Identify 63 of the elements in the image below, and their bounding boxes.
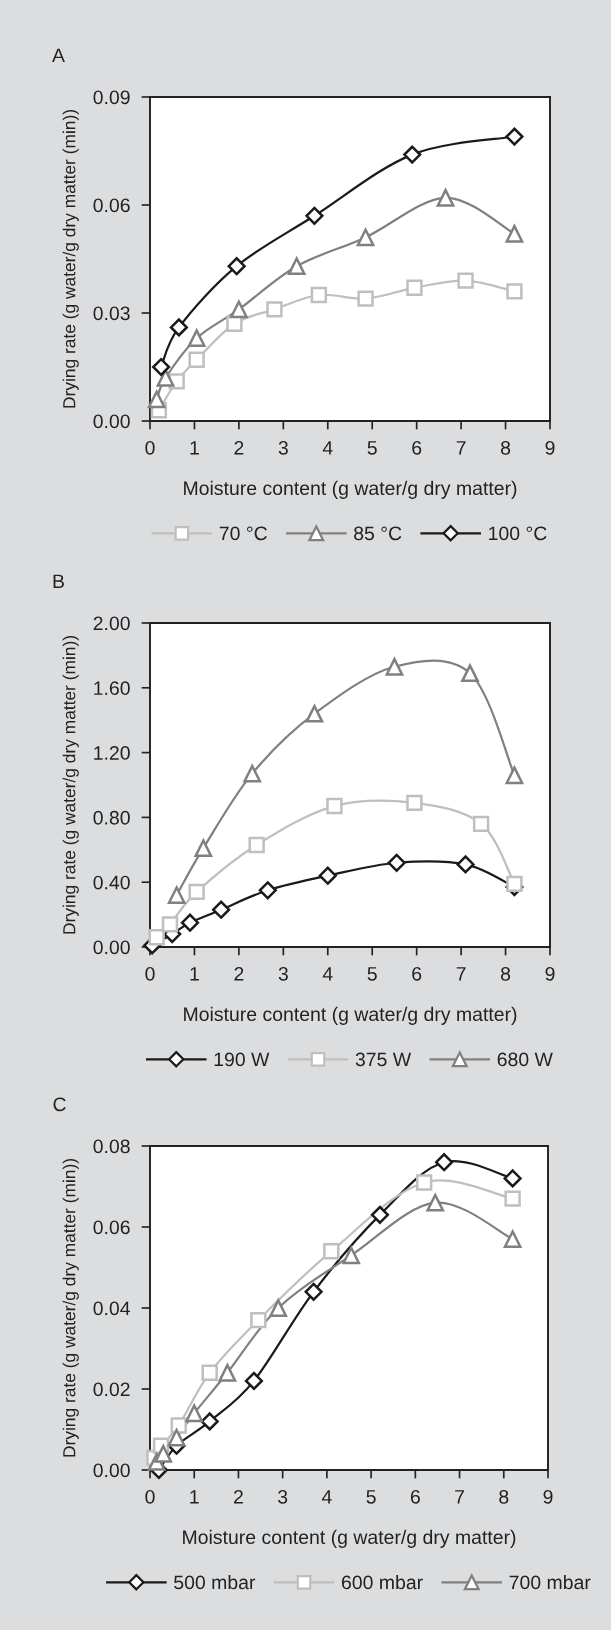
x-tick-label: 1 (190, 967, 199, 981)
legend-label: 375 W (355, 1052, 412, 1067)
x-tick-label: 9 (543, 1489, 553, 1504)
x-tick-label: 0 (145, 966, 155, 981)
y-tick-label: 0.02 (93, 1382, 130, 1397)
chart-title: B (53, 574, 64, 589)
x-tick-label: 8 (499, 1489, 509, 1504)
y-tick-label: 0.03 (93, 306, 130, 321)
x-axis-title: Moisture content (g water/g dry matter) (184, 480, 517, 499)
x-tick-label: 3 (278, 1489, 288, 1504)
y-tick-label: 0.40 (93, 875, 130, 890)
x-tick-label: 7 (455, 1490, 464, 1504)
y-tick-label: 2.00 (93, 616, 130, 631)
x-axis-title: Moisture content (g water/g dry matter) (183, 1529, 516, 1548)
chart-title: A (52, 48, 65, 63)
x-tick-label: 0 (145, 440, 155, 455)
x-tick-label: 5 (367, 441, 377, 455)
legend-label: 600 mbar (341, 1574, 423, 1590)
y-axis-title: Drying rate (g water/g dry matter (min)) (62, 1159, 79, 1457)
y-axis-title: Drying rate (g water/g dry matter (min)) (62, 636, 79, 934)
y-tick-label: 0.06 (93, 1220, 130, 1235)
y-tick-label: 0.00 (93, 940, 130, 955)
legend-label: 500 mbar (174, 1574, 256, 1590)
y-tick-label: 0.80 (93, 810, 130, 825)
y-tick-label: 0.00 (93, 414, 130, 429)
x-tick-label: 7 (456, 441, 466, 455)
x-tick-label: 5 (366, 1490, 376, 1504)
x-tick-label: 4 (322, 441, 333, 455)
x-tick-label: 9 (545, 966, 555, 981)
y-axis-title: Drying rate (g water/g dry matter (min)) (62, 110, 79, 408)
x-tick-label: 7 (456, 967, 466, 981)
y-tick-label: 1.60 (94, 681, 130, 696)
legend-label: 85 °C (354, 526, 402, 541)
x-tick-label: 6 (410, 1489, 420, 1504)
x-tick-label: 1 (190, 1490, 199, 1504)
x-tick-label: 5 (367, 967, 377, 981)
x-tick-label: 3 (278, 966, 288, 981)
x-tick-label: 6 (412, 440, 422, 455)
x-tick-label: 2 (234, 440, 244, 455)
x-tick-label: 9 (545, 440, 555, 455)
x-tick-label: 4 (321, 1490, 332, 1504)
legend-label: 100 °C (489, 526, 547, 541)
x-tick-label: 2 (234, 966, 244, 981)
y-tick-label: 0.08 (93, 1139, 130, 1154)
y-tick-label: 1.20 (94, 746, 130, 760)
y-tick-label: 0.00 (93, 1463, 130, 1478)
x-tick-label: 0 (145, 1489, 155, 1504)
x-tick-label: 1 (190, 441, 199, 455)
x-tick-label: 8 (500, 440, 511, 455)
x-axis-title: Moisture content (g water/g dry matter) (184, 1006, 517, 1025)
x-tick-label: 6 (412, 966, 422, 981)
y-tick-label: 0.06 (93, 198, 130, 213)
x-tick-label: 3 (278, 440, 288, 455)
legend-label: 70 °C (219, 526, 267, 541)
x-tick-label: 8 (500, 966, 511, 981)
chart-title: C (53, 1097, 66, 1112)
y-tick-label: 0.09 (93, 90, 130, 105)
legend-label: 680 W (497, 1052, 553, 1067)
legend-label: 190 W (214, 1052, 270, 1067)
y-tick-label: 0.04 (93, 1301, 130, 1316)
x-tick-label: 4 (322, 967, 333, 981)
legend-label: 700 mbar (509, 1574, 591, 1590)
x-tick-label: 2 (234, 1489, 243, 1504)
